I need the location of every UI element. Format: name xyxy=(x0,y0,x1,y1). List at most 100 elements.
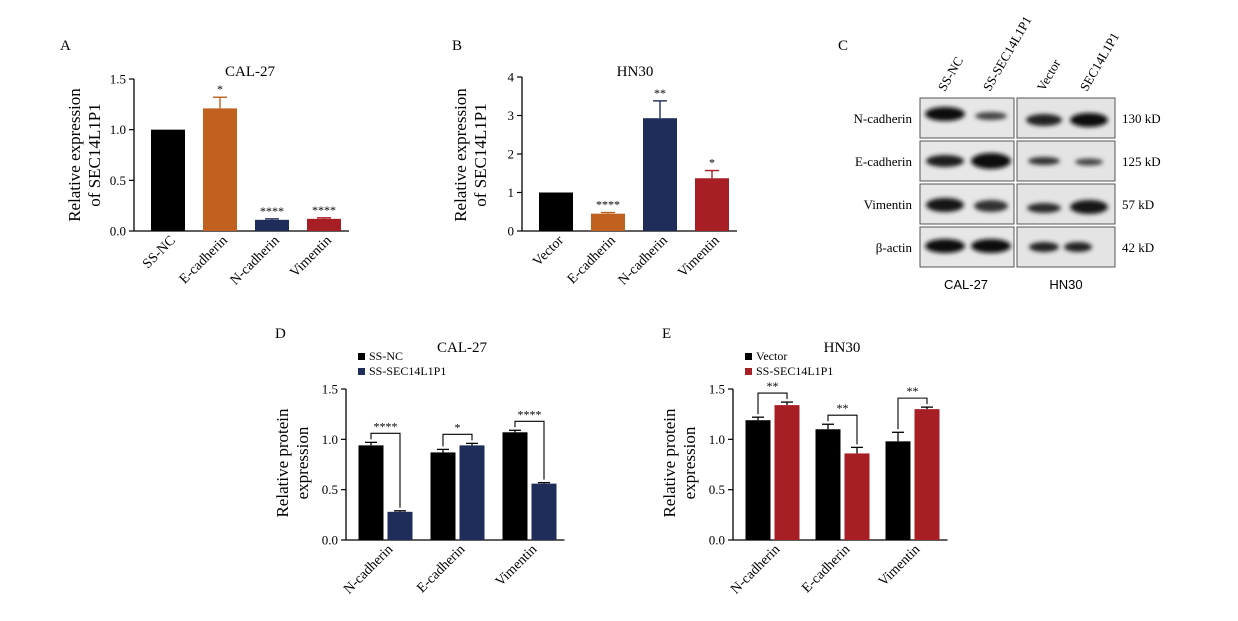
y-tick-label-d: 1.0 xyxy=(322,432,338,447)
lane-label-sec14l1p1: SEC14L1P1 xyxy=(1077,30,1122,94)
size-label-130: 130 kD xyxy=(1122,111,1161,126)
bar-a-2 xyxy=(255,219,289,231)
bar-e-2-1 xyxy=(914,409,940,540)
y-tick-label-b: 1 xyxy=(508,185,515,200)
bar-b-3 xyxy=(695,178,729,231)
chart-title-b: HN30 xyxy=(617,64,654,80)
y-tick-label-d: 1.5 xyxy=(322,382,338,397)
category-label-a-0: SS-NC xyxy=(140,233,179,272)
category-label-e-2: Vimentin xyxy=(876,542,923,589)
category-label-e-1: E-cadherin xyxy=(799,542,853,596)
significance-bracket-e-0 xyxy=(757,392,788,415)
y-axis-label-line: Relative protein xyxy=(660,408,679,518)
bar-d-0-0 xyxy=(358,445,384,540)
bar-e-0-0 xyxy=(745,420,771,540)
category-label-d-2: Vimentin xyxy=(493,542,540,589)
chart-title-e: HN30 xyxy=(824,340,861,356)
legend-label-d-0: SS-NC xyxy=(369,349,403,363)
size-label-57: 57 kD xyxy=(1122,197,1154,212)
bar-e-0-1 xyxy=(774,405,800,540)
significance-b-1: **** xyxy=(596,198,620,212)
blot-band xyxy=(971,153,1011,169)
category-label-b-0: Vector xyxy=(530,233,567,270)
bar-a-0 xyxy=(151,129,185,231)
significance-bracket-d-1 xyxy=(442,433,473,447)
legend-swatch-e-0 xyxy=(745,353,752,360)
blot-band xyxy=(1027,203,1061,213)
y-axis-label-line: of SEC14L1P1 xyxy=(85,103,104,206)
y-tick-label-b: 0 xyxy=(508,224,515,239)
chart-title-a: CAL-27 xyxy=(225,64,275,80)
category-label-b-3: Vimentin xyxy=(675,233,722,280)
bar-d-1-0 xyxy=(430,452,456,540)
panel-letter-b: B xyxy=(452,38,462,54)
category-label-a-3: Vimentin xyxy=(287,233,334,280)
y-tick-label-a: 0.5 xyxy=(110,173,126,188)
y-tick-label-b: 2 xyxy=(508,147,515,162)
blot-band xyxy=(1075,158,1103,166)
y-axis-label-line: expression xyxy=(680,426,699,499)
significance-d-1: * xyxy=(455,420,461,434)
blot-band xyxy=(926,198,964,212)
legend-swatch-e-1 xyxy=(745,368,752,375)
chart-a: CAL-27 Relative expressionof SEC14L1P1 0.0… xyxy=(65,64,349,288)
protein-label-beta-actin: β-actin xyxy=(876,240,913,255)
chart-d: CAL-27 Relative proteinexpression 0.0 0.5 1.… xyxy=(273,340,565,597)
significance-b-3: * xyxy=(709,156,715,170)
y-axis-label-line: Relative protein xyxy=(273,408,292,518)
y-tick-label-b: 4 xyxy=(508,70,515,85)
size-label-125: 125 kD xyxy=(1122,154,1161,169)
y-axis-label-line: Relative expression xyxy=(451,88,470,222)
bar-b-1 xyxy=(591,213,625,231)
bar-d-1-1 xyxy=(459,445,485,540)
blot-band xyxy=(925,239,965,253)
significance-e-0: ** xyxy=(767,379,779,393)
y-axis-label-a: Relative expressionof SEC14L1P1 xyxy=(65,88,104,222)
lane-label-ss-sec14l1p1: SS-SEC14L1P1 xyxy=(980,13,1035,93)
legend-label-d-1: SS-SEC14L1P1 xyxy=(369,364,446,378)
bar-e-2-0 xyxy=(885,441,911,540)
bar-b-2 xyxy=(643,118,677,231)
legend-label-e-1: SS-SEC14L1P1 xyxy=(756,364,833,378)
panel-letter-a: A xyxy=(60,38,71,54)
significance-e-2: ** xyxy=(907,384,919,398)
y-axis-label-line: Relative expression xyxy=(65,88,84,222)
chart-title-d: CAL-27 xyxy=(437,340,487,356)
blot-band xyxy=(925,107,965,121)
group-label-hn30: HN30 xyxy=(1049,277,1082,292)
panel-letter-c: C xyxy=(838,38,848,54)
significance-a-3: **** xyxy=(312,203,336,217)
blot-band xyxy=(1070,200,1108,214)
y-axis-label-line: expression xyxy=(293,426,312,499)
y-tick-label-a: 1.5 xyxy=(110,72,126,87)
protein-label-n-cadherin: N-cadherin xyxy=(854,111,913,126)
bar-b-0 xyxy=(539,192,573,231)
blot-band xyxy=(975,112,1007,120)
panel-letter-e: E xyxy=(662,326,671,342)
significance-e-1: ** xyxy=(837,401,849,415)
y-tick-label-d: 0.0 xyxy=(322,533,338,548)
legend-swatch-d-0 xyxy=(358,353,365,360)
blot-band xyxy=(1028,157,1060,165)
bar-a-1 xyxy=(203,108,237,231)
blot-band xyxy=(971,239,1011,253)
significance-a-2: **** xyxy=(260,204,284,218)
category-label-b-2: N-cadherin xyxy=(616,233,671,288)
legend-swatch-d-1 xyxy=(358,368,365,375)
y-tick-label-d: 0.5 xyxy=(322,482,338,497)
category-label-a-2: N-cadherin xyxy=(228,233,283,288)
category-label-a-1: E-cadherin xyxy=(177,233,231,287)
bar-e-1-1 xyxy=(844,453,870,540)
y-tick-label-e: 1.5 xyxy=(709,382,725,397)
category-label-e-0: N-cadherin xyxy=(728,542,783,597)
blot-band xyxy=(974,200,1008,212)
category-label-d-0: N-cadherin xyxy=(341,542,396,597)
bar-e-1-0 xyxy=(815,429,841,540)
size-label-42: 42 kD xyxy=(1122,240,1154,255)
y-axis-label-e: Relative proteinexpression xyxy=(660,408,699,518)
lane-label-vector: Vector xyxy=(1034,56,1064,93)
significance-bracket-d-2 xyxy=(514,420,545,480)
chart-b: HN30 Relative expressionof SEC14L1P1 0 1 2 3 4… xyxy=(451,64,737,288)
y-tick-label-b: 3 xyxy=(508,108,515,123)
y-tick-label-a: 1.0 xyxy=(110,122,126,137)
